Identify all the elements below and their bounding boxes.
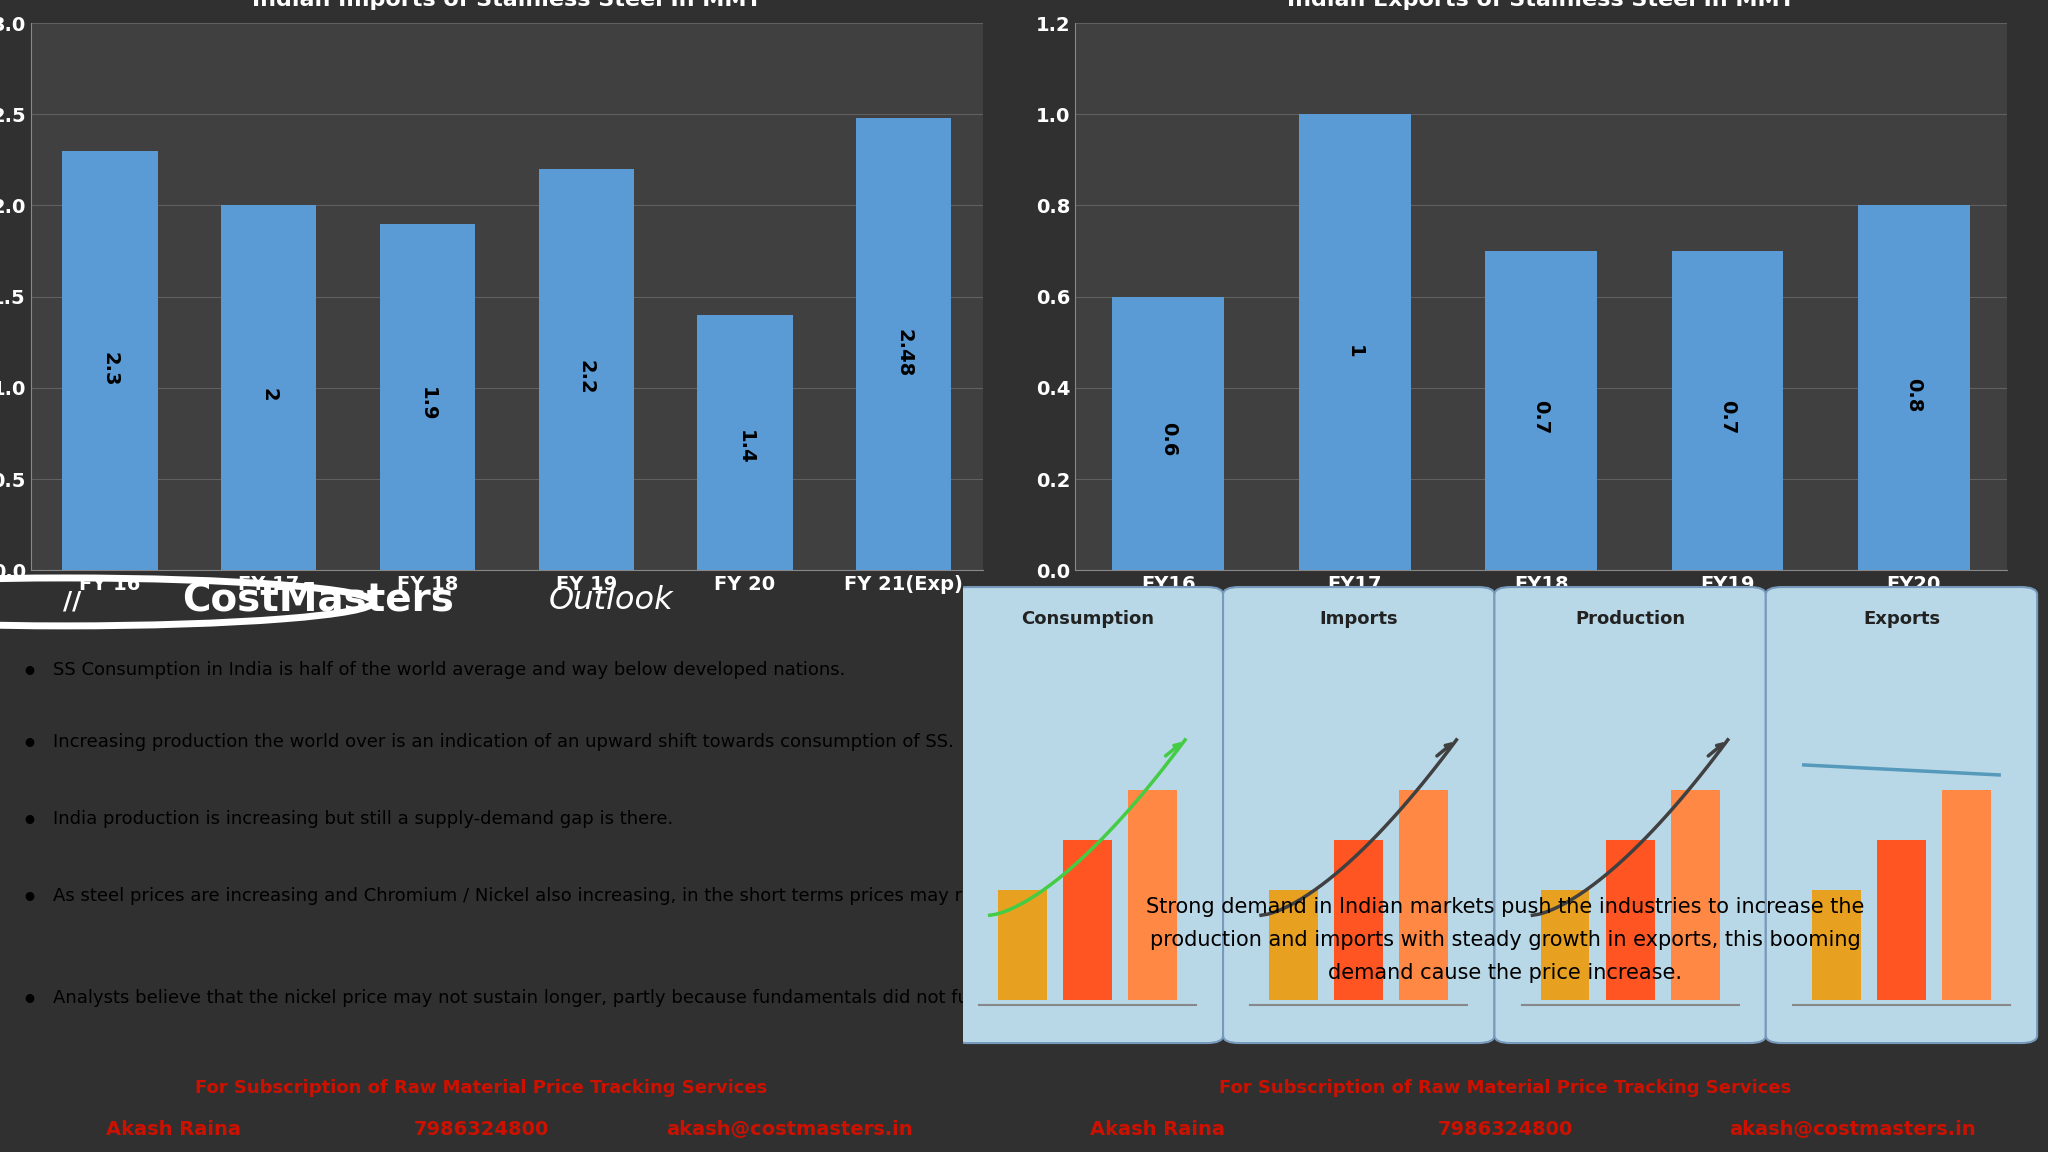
- Text: 1.4: 1.4: [735, 431, 754, 465]
- Text: 0.7: 0.7: [1718, 400, 1737, 434]
- Text: As steel prices are increasing and Chromium / Nickel also increasing, in the sho: As steel prices are increasing and Chrom…: [53, 887, 1298, 904]
- Text: •: •: [20, 810, 37, 834]
- Text: 2: 2: [260, 388, 279, 402]
- Text: 0.6: 0.6: [1159, 422, 1178, 456]
- Text: 2.3: 2.3: [100, 351, 119, 386]
- Text: akash@costmasters.in: akash@costmasters.in: [1729, 1120, 1976, 1139]
- Bar: [1942, 790, 1991, 1000]
- Text: •: •: [20, 733, 37, 757]
- Text: 2.2: 2.2: [578, 361, 596, 395]
- Text: Consumption: Consumption: [1020, 609, 1153, 628]
- Bar: [1485, 251, 1597, 570]
- Text: Outlook: Outlook: [549, 585, 674, 616]
- Bar: [1606, 840, 1655, 1000]
- Bar: [1878, 840, 1925, 1000]
- Bar: [1540, 890, 1589, 1000]
- Bar: [696, 314, 793, 570]
- Text: •: •: [20, 661, 37, 684]
- Text: 7986324800: 7986324800: [414, 1120, 549, 1139]
- Bar: [1812, 890, 1862, 1000]
- Title: Indian Imports of Stainless Steel In MMT: Indian Imports of Stainless Steel In MMT: [252, 0, 762, 10]
- Text: Exports: Exports: [1864, 609, 1939, 628]
- Text: akash@costmasters.in: akash@costmasters.in: [666, 1120, 913, 1139]
- Text: Akash Raina: Akash Raina: [1090, 1120, 1225, 1139]
- Bar: [221, 205, 315, 570]
- Text: 0.8: 0.8: [1905, 378, 1923, 412]
- FancyBboxPatch shape: [1223, 588, 1495, 1043]
- Bar: [1858, 205, 1970, 570]
- Text: For Subscription of Raw Material Price Tracking Services: For Subscription of Raw Material Price T…: [195, 1079, 768, 1097]
- Text: Imports: Imports: [1319, 609, 1399, 628]
- Text: 7986324800: 7986324800: [1438, 1120, 1573, 1139]
- Bar: [1298, 114, 1411, 570]
- Text: Akash Raina: Akash Raina: [106, 1120, 242, 1139]
- Text: SS Consumption in India is half of the world average and way below developed nat: SS Consumption in India is half of the w…: [53, 661, 846, 679]
- Text: //: //: [63, 590, 82, 614]
- FancyBboxPatch shape: [952, 588, 1223, 1043]
- Bar: [1270, 890, 1319, 1000]
- Bar: [1128, 790, 1178, 1000]
- Bar: [997, 890, 1047, 1000]
- Bar: [856, 118, 950, 570]
- Text: CostMasters: CostMasters: [182, 582, 453, 620]
- Text: 2.48: 2.48: [895, 329, 913, 377]
- Title: Indian Exports of Stainless Steel In MMT: Indian Exports of Stainless Steel In MMT: [1288, 0, 1794, 10]
- Text: Production: Production: [1575, 609, 1686, 628]
- FancyBboxPatch shape: [1765, 588, 2038, 1043]
- Bar: [1671, 790, 1720, 1000]
- Text: 1: 1: [1346, 344, 1364, 358]
- Bar: [1063, 840, 1112, 1000]
- Bar: [381, 223, 475, 570]
- Text: •: •: [20, 887, 37, 910]
- Text: Strong demand in Indian markets push the industries to increase the
production a: Strong demand in Indian markets push the…: [1147, 897, 1864, 983]
- Bar: [1399, 790, 1448, 1000]
- Bar: [539, 169, 635, 570]
- Text: 1.9: 1.9: [418, 387, 436, 422]
- Text: Increasing production the world over is an indication of an upward shift towards: Increasing production the world over is …: [53, 733, 954, 751]
- Bar: [1112, 297, 1225, 570]
- Bar: [1671, 251, 1784, 570]
- Text: For Subscription of Raw Material Price Tracking Services: For Subscription of Raw Material Price T…: [1219, 1079, 1792, 1097]
- FancyBboxPatch shape: [1495, 588, 1765, 1043]
- Bar: [1335, 840, 1382, 1000]
- Text: 0.7: 0.7: [1532, 400, 1550, 434]
- Text: India production is increasing but still a supply-demand gap is there.: India production is increasing but still…: [53, 810, 674, 828]
- Text: Analysts believe that the nickel price may not sustain longer, partly because fu: Analysts believe that the nickel price m…: [53, 988, 1419, 1007]
- Text: •: •: [20, 988, 37, 1013]
- Bar: [61, 151, 158, 570]
